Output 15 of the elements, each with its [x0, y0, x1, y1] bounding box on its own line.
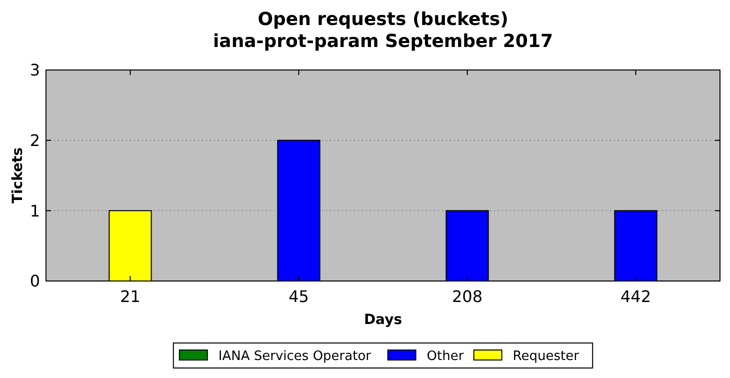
x-tick-label: 442 [620, 287, 652, 306]
chart-subtitle: iana-prot-param September 2017 [213, 31, 553, 52]
y-tick-label: 2 [30, 130, 40, 150]
legend-label: Other [426, 349, 464, 364]
x-tick-label: 45 [288, 287, 309, 306]
x-tick-label: 21 [120, 287, 140, 306]
chart-title: Open requests (buckets) [258, 9, 508, 30]
y-axis-title: Tickets [10, 147, 26, 204]
y-tick-label: 3 [30, 60, 40, 80]
x-tick-label: 208 [452, 287, 483, 306]
y-tick-label: 1 [30, 201, 40, 220]
x-axis-title: Days [364, 312, 402, 328]
legend-label: Requester [512, 349, 580, 364]
legend-label: IANA Services Operator [218, 349, 372, 364]
y-tick-label: 0 [30, 272, 40, 291]
